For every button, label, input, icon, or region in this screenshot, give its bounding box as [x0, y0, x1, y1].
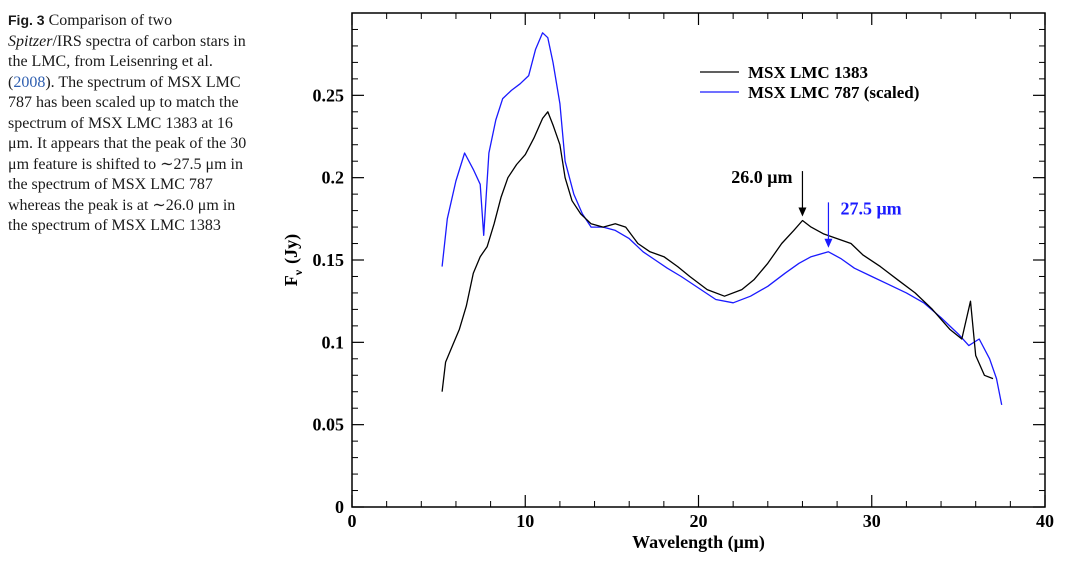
x-tick-label: 30 [863, 511, 881, 531]
x-tick-label: 20 [690, 511, 708, 531]
x-tick-label: 10 [516, 511, 534, 531]
y-tick-label: 0.15 [313, 250, 345, 270]
series-line-msx-lmc-1383 [441, 111, 994, 392]
caption-text-1: Comparison of two [48, 12, 173, 29]
series-line-msx-lmc-787 [441, 32, 1003, 406]
x-tick-label: 40 [1036, 511, 1054, 531]
x-axis-label: Wavelength (μm) [632, 532, 765, 553]
y-axis-label: Fν(Jy) [281, 234, 305, 286]
x-tick-label: 0 [348, 511, 357, 531]
legend-label: MSX LMC 1383 [748, 63, 868, 82]
y-tick-label: 0.25 [313, 85, 345, 105]
spectrum-chart: 0 10 20 30 40 0 0.05 0.1 0.15 0.2 0.25 Wavelength (… [281, 12, 1054, 553]
legend-label: MSX LMC 787 (scaled) [748, 83, 919, 102]
y-tick-label: 0 [335, 497, 344, 517]
annotation-label: 27.5 μm [840, 198, 901, 218]
figure-caption: Fig. 3 Comparison of two Spitzer/IRS spe… [8, 10, 248, 237]
y-tick-label: 0.1 [322, 332, 345, 352]
annotation-arrowhead [798, 207, 807, 217]
caption-italic: Spitzer [8, 32, 53, 50]
caption-text-2: /IRS spectra of carbon stars in the LMC,… [8, 32, 246, 91]
plot-frame [351, 12, 1046, 508]
caption-citation-link[interactable]: 2008 [13, 73, 46, 91]
caption-text-3: ). The spectrum of MSX LMC 787 has been … [8, 73, 247, 235]
annotation-label: 26.0 μm [731, 167, 792, 187]
y-tick-label: 0.2 [322, 168, 345, 188]
y-tick-label: 0.05 [313, 415, 345, 435]
figure-label: Fig. 3 [8, 12, 45, 28]
annotation-arrowhead [824, 238, 833, 248]
